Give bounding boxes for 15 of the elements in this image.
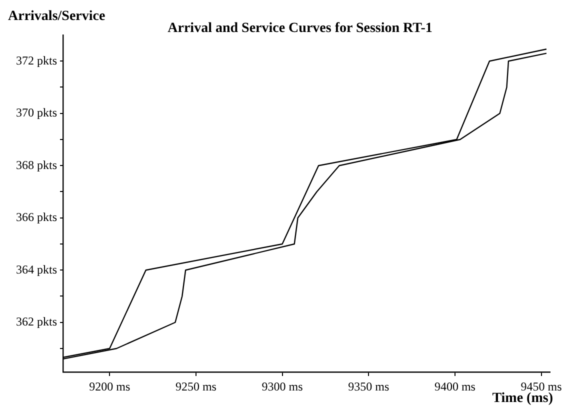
x-tick-label: 9300 ms xyxy=(262,379,304,394)
y-axis-title: Arrivals/Service xyxy=(8,9,106,24)
x-tick-label: 9200 ms xyxy=(89,379,130,394)
x-tick-label: 9450 ms xyxy=(520,379,562,394)
x-tick-label: 9350 ms xyxy=(348,379,390,394)
x-axis-title: Time (ms) xyxy=(492,391,554,406)
y-tick-label: 368 pkts xyxy=(16,158,58,172)
y-tick-label: 366 pkts xyxy=(16,210,58,224)
chart-title: Arrival and Service Curves for Session RT-1 xyxy=(168,21,432,36)
y-tick-label: 364 pkts xyxy=(16,262,58,276)
x-tick-label: 9400 ms xyxy=(434,379,476,394)
x-tick-label: 9250 ms xyxy=(175,379,217,394)
y-tick-label: 372 pkts xyxy=(16,53,58,68)
y-tick-label: 370 pkts xyxy=(16,106,58,120)
y-tick-label: 362 pkts xyxy=(16,314,58,329)
